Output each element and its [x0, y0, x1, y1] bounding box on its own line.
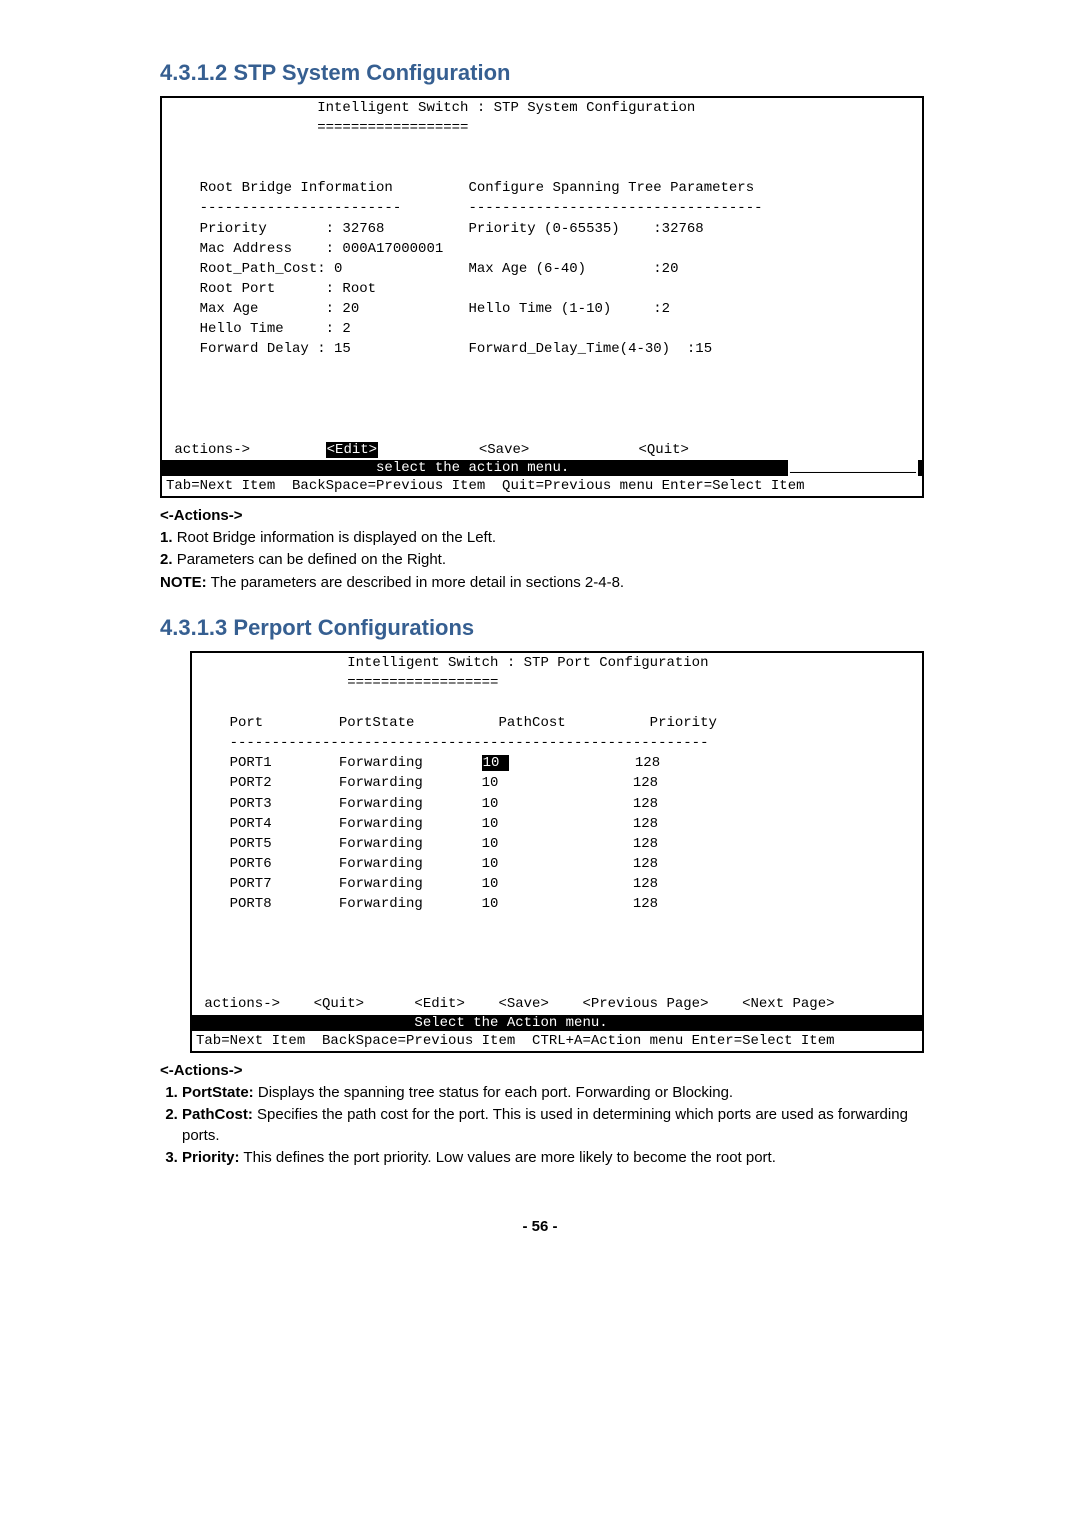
page-number: - 56 -: [160, 1218, 920, 1235]
term1-row: Max Age : 20 Hello Time (1-10) :2: [162, 299, 922, 319]
term1-footer: Tab=Next Item BackSpace=Previous Item Qu…: [162, 476, 922, 496]
term2-blank: [192, 974, 922, 994]
term1-title-underline: ==================: [162, 118, 922, 138]
term2-title-underline: ==================: [192, 673, 922, 693]
section1-item-2-text: Parameters can be defined on the Right.: [177, 551, 446, 568]
pathcost-highlight: 10: [482, 755, 509, 771]
note-label: NOTE:: [160, 574, 207, 591]
term2-actions: actions-> <Quit> <Edit> <Save> <Previous…: [192, 994, 922, 1014]
term2-table-dash: ----------------------------------------…: [192, 733, 922, 753]
section1-item-2: 2. Parameters can be defined on the Righ…: [160, 550, 920, 570]
section1-item-1-text: Root Bridge information is displayed on …: [177, 529, 496, 546]
term1-headers: Root Bridge Information Configure Spanni…: [162, 178, 922, 198]
term2-row: PORT2 Forwarding 10 128: [192, 773, 922, 793]
term1-blank: [162, 399, 922, 419]
term2-row: PORT1 Forwarding 10 128: [192, 753, 922, 773]
term1-blank: [162, 138, 922, 158]
section1-item-1: 1. Root Bridge information is displayed …: [160, 528, 920, 548]
term1-actions: actions-> <Edit> <Save> <Quit>: [162, 440, 922, 460]
term2-row: PORT5 Forwarding 10 128: [192, 834, 922, 854]
term1-row: Hello Time : 2: [162, 319, 922, 339]
terminal-stp-port: Intelligent Switch : STP Port Configurat…: [190, 651, 924, 1053]
term2-blank: [192, 954, 922, 974]
section2-body: <-Actions-> PortState: Displays the span…: [160, 1061, 920, 1168]
term1-row: Root_Path_Cost: 0 Max Age (6-40) :20: [162, 259, 922, 279]
section-heading-2: 4.3.1.3 Perport Configurations: [160, 615, 920, 641]
section1-note: NOTE: The parameters are described in mo…: [160, 573, 920, 593]
term1-rows: Priority : 32768 Priority (0-65535) :327…: [162, 219, 922, 360]
term1-row: Priority : 32768 Priority (0-65535) :327…: [162, 219, 922, 239]
term2-row: PORT8 Forwarding 10 128: [192, 894, 922, 914]
term1-dashes: ------------------------ ---------------…: [162, 198, 922, 218]
term1-row: Forward Delay : 15 Forward_Delay_Time(4-…: [162, 339, 922, 359]
term1-row: Mac Address : 000A17000001: [162, 239, 922, 259]
term2-row: PORT6 Forwarding 10 128: [192, 854, 922, 874]
term2-row: PORT4 Forwarding 10 128: [192, 814, 922, 834]
section1-body: <-Actions-> 1. Root Bridge information i…: [160, 506, 920, 593]
term2-table-header: Port PortState PathCost Priority: [192, 713, 922, 733]
actions-label-1: <-Actions->: [160, 507, 243, 524]
term2-row: PORT7 Forwarding 10 128: [192, 874, 922, 894]
term1-blank: [162, 359, 922, 379]
terminal-stp-system: Intelligent Switch : STP System Configur…: [160, 96, 924, 498]
term1-title: Intelligent Switch : STP System Configur…: [162, 98, 922, 118]
note-text: The parameters are described in more det…: [207, 574, 624, 591]
term2-rows: PORT1 Forwarding 10 128 PORT2 Forwarding…: [192, 753, 922, 914]
term1-status-right: _______________: [788, 460, 918, 476]
section2-list-item: PortState: Displays the spanning tree st…: [182, 1083, 920, 1103]
term1-row: Root Port : Root: [162, 279, 922, 299]
section2-list-item: PathCost: Specifies the path cost for th…: [182, 1105, 920, 1146]
section2-list-item: Priority: This defines the port priority…: [182, 1148, 920, 1168]
term1-blank: [162, 420, 922, 440]
term2-blank: [192, 693, 922, 713]
term1-blank: [162, 158, 922, 178]
term1-blank: [162, 379, 922, 399]
term2-footer: Tab=Next Item BackSpace=Previous Item CT…: [192, 1031, 922, 1051]
document-page: 4.3.1.2 STP System Configuration Intelli…: [0, 0, 1080, 1275]
section2-list: PortState: Displays the spanning tree st…: [160, 1083, 920, 1168]
edit-action[interactable]: <Edit>: [326, 442, 378, 458]
term2-status-bar: Select the Action menu.: [192, 1015, 922, 1031]
section-heading-1: 4.3.1.2 STP System Configuration: [160, 60, 920, 86]
term2-row: PORT3 Forwarding 10 128: [192, 794, 922, 814]
term2-blank: [192, 914, 922, 934]
term2-title: Intelligent Switch : STP Port Configurat…: [192, 653, 922, 673]
term2-blank: [192, 934, 922, 954]
actions-label-2: <-Actions->: [160, 1062, 243, 1079]
